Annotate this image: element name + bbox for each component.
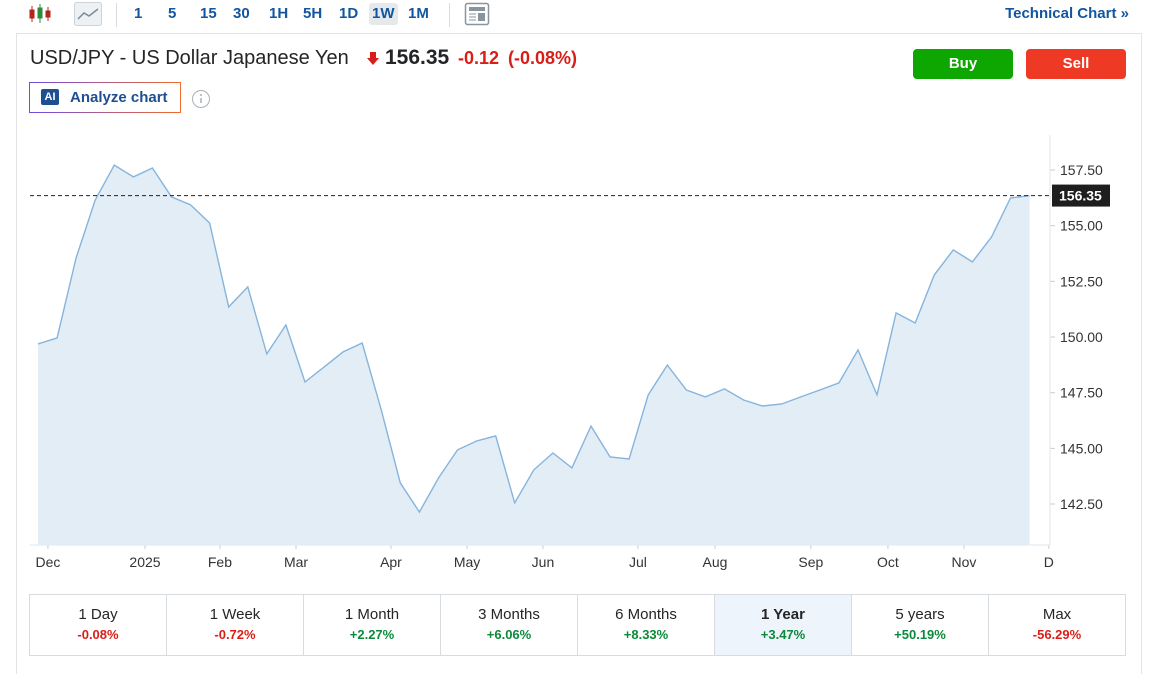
- x-tick-label: Oct: [877, 554, 899, 570]
- period-label: 1 Month: [344, 606, 400, 623]
- period-change: -0.08%: [77, 627, 119, 642]
- interval-button[interactable]: 1H: [269, 5, 289, 22]
- x-tick-label: Jul: [629, 554, 647, 570]
- divider: [449, 3, 450, 27]
- line: [37, 164, 1030, 514]
- performance-table: 1 Day -0.08% 1 Week -0.72% 1 Month +2.27% 3 Mo…: [29, 594, 1126, 656]
- period-change: -56.29%: [1032, 627, 1082, 642]
- divider: [116, 3, 117, 27]
- y-tick-label: 142.50: [1060, 496, 1103, 512]
- y-tick-label: 150.00: [1060, 329, 1103, 345]
- y-tick-label: 157.50: [1060, 162, 1103, 178]
- x-tick-label: 2025: [129, 554, 160, 570]
- line-icon[interactable]: [74, 2, 102, 26]
- area: [38, 165, 1030, 545]
- interval-button[interactable]: 1W: [369, 3, 398, 25]
- period-cell[interactable]: 5 years +50.19%: [852, 595, 989, 655]
- period-change: +50.19%: [894, 627, 946, 642]
- period-cell[interactable]: 1 Day -0.08%: [30, 595, 167, 655]
- x-tick-label: Dec: [35, 554, 60, 570]
- interval-button[interactable]: 30: [233, 5, 250, 22]
- sell-button[interactable]: Sell: [1026, 49, 1126, 79]
- interval-button[interactable]: 15: [200, 5, 217, 22]
- x-tick-label: Sep: [798, 554, 823, 570]
- x-tick-label: Nov: [952, 554, 977, 570]
- change: -0.12: [458, 48, 500, 68]
- period-cell[interactable]: 1 Month +2.27%: [304, 595, 441, 655]
- period-cell[interactable]: 6 Months +8.33%: [578, 595, 715, 655]
- period-change: -0.72%: [214, 627, 256, 642]
- chart: 142.50 145.00 147.50 150.00 152.50 155.00 157.…: [30, 135, 1110, 570]
- x-tick-label: May: [454, 554, 480, 570]
- period-label: 1 Year: [761, 606, 805, 623]
- period-label: 3 Months: [478, 606, 540, 623]
- x-tick-label: Jun: [532, 554, 555, 570]
- instrument-title: USD/JPY - US Dollar Japanese Yen: [30, 47, 349, 69]
- info-icon[interactable]: [191, 89, 211, 109]
- period-cell[interactable]: 1 Year +3.47%: [715, 595, 852, 655]
- current-price-box: [1052, 184, 1110, 207]
- y-tick-label: 145.00: [1060, 440, 1103, 456]
- period-label: 6 Months: [615, 606, 677, 623]
- interval-button[interactable]: 1D: [339, 5, 359, 22]
- buy-button[interactable]: Buy: [913, 49, 1013, 79]
- toolbar: 1 5 15 30 1H 5H 1D 1W 1M Technical Chart »: [0, 0, 1151, 30]
- technical-chart-link[interactable]: Technical Chart »: [1005, 5, 1129, 22]
- period-change: +2.27%: [349, 627, 395, 642]
- chart-panel: [16, 33, 1142, 674]
- ai-badge: AI: [41, 89, 59, 105]
- y-tick-label: 152.50: [1060, 273, 1103, 289]
- period-change: +6.06%: [486, 627, 532, 642]
- x-tick-label: D: [1044, 554, 1054, 570]
- current-price-label: 156.35: [1059, 188, 1102, 204]
- interval-button[interactable]: 1: [134, 5, 143, 22]
- x-tick-label: Mar: [284, 554, 308, 570]
- y-tick-label: 155.00: [1060, 218, 1103, 234]
- analyze-label: Analyze chart: [70, 89, 168, 106]
- period-cell[interactable]: Max -56.29%: [989, 595, 1125, 655]
- interval-button[interactable]: 1M: [408, 5, 429, 22]
- period-cell[interactable]: 3 Months +6.06%: [441, 595, 578, 655]
- candle-icon[interactable]: [28, 3, 52, 25]
- period-cell[interactable]: 1 Week -0.72%: [167, 595, 304, 655]
- down-arrow: [367, 52, 379, 65]
- x-tick-label: Apr: [380, 554, 402, 570]
- period-label: Max: [1042, 606, 1072, 623]
- period-change: +8.33%: [623, 627, 669, 642]
- interval-button[interactable]: 5H: [303, 5, 323, 22]
- interval-button[interactable]: 5: [168, 5, 177, 22]
- y-tick-label: 147.50: [1060, 385, 1103, 401]
- period-label: 1 Day: [78, 606, 118, 623]
- x-tick-label: Aug: [702, 554, 727, 570]
- news-icon[interactable]: [464, 2, 490, 26]
- x-tick-label: Feb: [208, 554, 232, 570]
- analyze-button[interactable]: AI Analyze chart: [29, 82, 181, 113]
- price: 156.35: [385, 46, 450, 69]
- period-change: +3.47%: [760, 627, 806, 642]
- period-label: 1 Week: [209, 606, 261, 623]
- change-percent: (-0.08%): [508, 48, 578, 68]
- period-label: 5 years: [895, 606, 945, 623]
